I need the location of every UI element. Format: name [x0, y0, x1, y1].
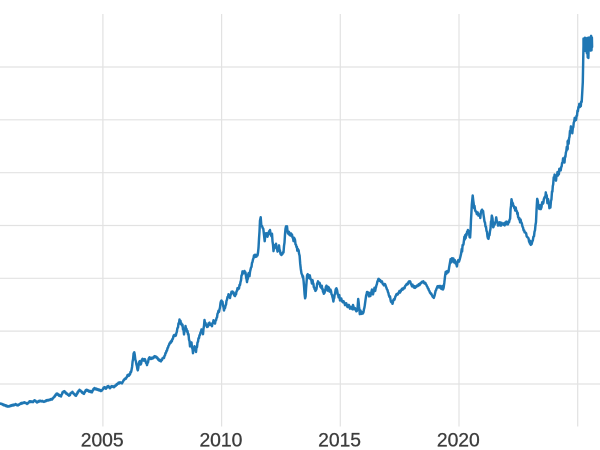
svg-text:2010: 2010 [199, 431, 242, 450]
svg-text:2020: 2020 [437, 431, 480, 450]
svg-text:2005: 2005 [81, 431, 124, 450]
svg-text:2015: 2015 [318, 431, 361, 450]
